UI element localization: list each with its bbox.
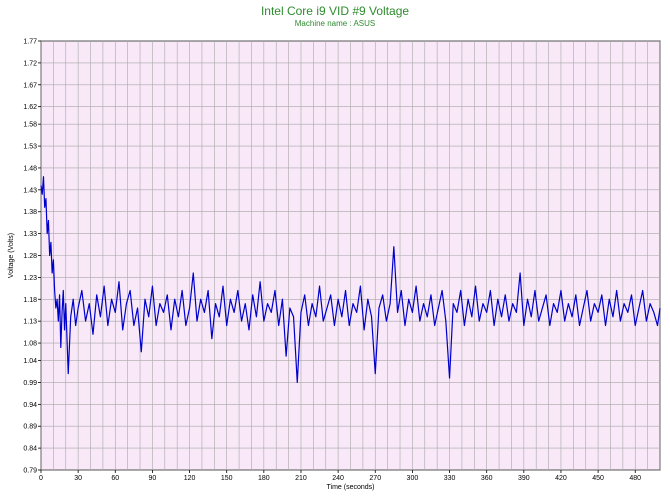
x-tick-label: 390 xyxy=(518,475,530,482)
x-tick-label: 0 xyxy=(39,475,43,482)
x-tick-label: 330 xyxy=(444,475,456,482)
y-tick-label: 1.43 xyxy=(23,187,37,194)
x-tick-label: 450 xyxy=(592,475,604,482)
x-tick-label: 420 xyxy=(555,475,567,482)
y-tick-label: 0.89 xyxy=(23,424,37,431)
x-tick-label: 480 xyxy=(629,475,641,482)
y-tick-label: 1.04 xyxy=(23,358,37,365)
y-tick-label: 1.23 xyxy=(23,275,37,282)
x-tick-label: 240 xyxy=(332,475,344,482)
x-axis-label: Time (seconds) xyxy=(327,484,375,491)
y-tick-label: 1.62 xyxy=(23,104,37,111)
x-tick-label: 150 xyxy=(221,475,233,482)
y-tick-label: 1.67 xyxy=(23,82,37,89)
chart-subtitle: Machine name : ASUS xyxy=(294,19,376,28)
chart-title: Intel Core i9 VID #9 Voltage xyxy=(260,4,410,18)
y-tick-label: 1.77 xyxy=(23,39,37,46)
y-tick-label: 0.84 xyxy=(23,446,37,453)
x-tick-label: 270 xyxy=(369,475,381,482)
y-tick-label: 1.58 xyxy=(23,122,37,129)
y-tick-label: 1.13 xyxy=(23,319,37,326)
y-tick-label: 0.79 xyxy=(23,468,37,475)
y-tick-label: 0.94 xyxy=(23,402,37,409)
x-axis-ticks: 0 30 60 90 120 150 180 210 240 270 300 330 360 390 420… xyxy=(39,470,641,482)
series-layer xyxy=(40,176,661,384)
y-tick-label: 1.72 xyxy=(23,60,37,67)
x-tick-label: 60 xyxy=(111,475,119,482)
x-tick-label: 360 xyxy=(481,475,493,482)
y-tick-label: 1.08 xyxy=(23,341,37,348)
x-tick-label: 300 xyxy=(407,475,419,482)
y-tick-label: 1.48 xyxy=(23,165,37,172)
x-tick-label: 30 xyxy=(74,475,82,482)
y-axis-ticks: 0.79 0.84 0.89 0.94 0.99 1.04 1.08 1.13 1.18 1.23… xyxy=(23,39,41,475)
x-tick-label: 120 xyxy=(184,475,196,482)
y-tick-label: 1.28 xyxy=(23,253,37,260)
y-tick-label: 1.18 xyxy=(23,297,37,304)
y-tick-label: 1.33 xyxy=(23,231,37,238)
x-tick-label: 210 xyxy=(295,475,307,482)
y-axis-label: Voltage (Volts) xyxy=(8,233,15,278)
x-tick-label: 180 xyxy=(258,475,270,482)
x-tick-label: 90 xyxy=(149,475,157,482)
y-tick-label: 1.53 xyxy=(23,144,37,151)
y-tick-label: 0.99 xyxy=(23,380,37,387)
voltage-series-line xyxy=(40,176,661,384)
y-tick-label: 1.38 xyxy=(23,209,37,216)
